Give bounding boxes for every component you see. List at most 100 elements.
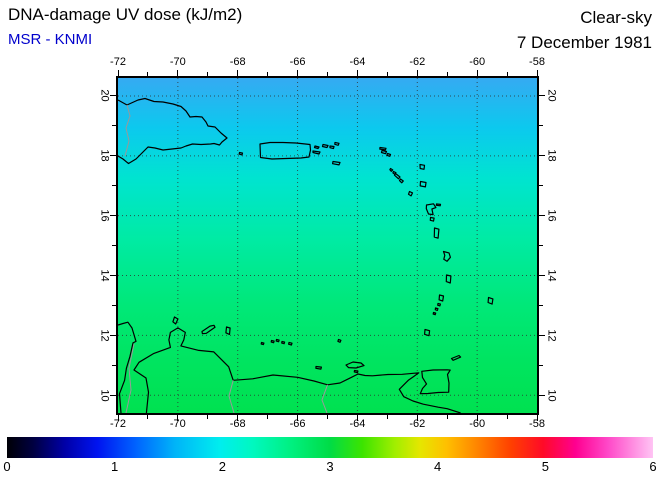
colorbar [7, 437, 653, 458]
minor-tick [506, 72, 508, 76]
major-tick [416, 70, 418, 76]
minor-tick [112, 364, 116, 366]
major-tick [416, 415, 418, 421]
major-tick [476, 415, 478, 421]
lat-tick-label: 20 [98, 89, 111, 103]
minor-tick [207, 415, 209, 419]
uv-dose-field [118, 78, 537, 413]
lat-tick-label: 16 [98, 209, 111, 222]
country-borders [124, 104, 328, 413]
major-tick [536, 415, 538, 421]
lon-tick-label: -62 [409, 418, 426, 430]
colorbar-tick-label: 5 [541, 459, 549, 474]
minor-tick [539, 185, 543, 187]
major-tick [356, 415, 358, 421]
major-tick [237, 415, 239, 421]
minor-tick [539, 364, 543, 366]
minor-tick [112, 125, 116, 127]
minor-tick [386, 415, 388, 419]
major-tick [539, 155, 545, 157]
minor-tick [446, 72, 448, 76]
page-title: DNA-damage UV dose (kJ/m2) [8, 5, 243, 24]
minor-tick [147, 415, 149, 419]
colorbar-tick-label: 6 [649, 459, 657, 474]
minor-tick [539, 304, 543, 306]
major-tick [297, 415, 299, 421]
major-tick [539, 334, 545, 336]
major-tick [110, 215, 116, 217]
major-tick [117, 415, 119, 421]
minor-tick [539, 245, 543, 247]
lat-tick-label: 12 [545, 329, 558, 342]
lon-tick-label: -70 [169, 56, 186, 68]
lon-tick-label: -62 [409, 56, 426, 68]
colorbar-tick-label: 3 [326, 459, 334, 474]
major-tick [539, 95, 545, 97]
major-tick [177, 415, 179, 421]
lat-tick-label: 20 [545, 89, 558, 103]
colorbar-tick-label: 1 [111, 459, 119, 474]
lat-tick-label: 18 [545, 149, 558, 162]
colorbar-tick-label: 0 [3, 459, 11, 474]
lat-tick-label: 10 [545, 389, 558, 402]
major-tick [110, 275, 116, 277]
minor-tick [112, 245, 116, 247]
major-tick [110, 95, 116, 97]
sky-condition-label: Clear-sky [580, 8, 652, 27]
lon-tick-label: -58 [529, 56, 545, 68]
lat-tick-label: 18 [98, 149, 111, 162]
lon-tick-label: -60 [469, 56, 486, 68]
minor-tick [327, 415, 328, 419]
south-america-coastline [118, 321, 461, 413]
major-tick [177, 70, 179, 76]
lat-tick-label: 12 [98, 329, 111, 342]
lon-tick-label: -70 [169, 418, 186, 430]
lon-tick-label: -68 [229, 56, 246, 68]
major-tick [110, 155, 116, 157]
coastline-layer [118, 97, 494, 413]
lon-tick-label: -60 [469, 418, 486, 430]
minor-tick [267, 415, 269, 419]
date-label: 7 December 1981 [516, 33, 652, 52]
lon-tick-label: -64 [349, 418, 366, 430]
lat-tick-label: 16 [545, 209, 558, 222]
major-tick [539, 394, 545, 396]
lon-tick-label: -72 [110, 56, 126, 68]
major-tick [536, 70, 538, 76]
minor-tick [207, 72, 209, 76]
colorbar-tick-label: 4 [434, 459, 442, 474]
lon-tick-label: -66 [289, 418, 306, 430]
lon-tick-label: -64 [349, 56, 366, 68]
hispaniola-coastline [118, 97, 228, 165]
lon-tick-label: -68 [229, 418, 246, 430]
lat-tick-label: 10 [98, 389, 111, 402]
minor-tick [147, 72, 149, 76]
trinidad-coastline [419, 369, 451, 395]
small-islands-coastline [172, 141, 494, 374]
data-source-label: MSR - KNMI [8, 31, 93, 48]
minor-tick [446, 415, 448, 419]
major-tick [237, 70, 239, 76]
major-tick [110, 334, 116, 336]
minor-tick [112, 185, 116, 187]
header-right-block: Clear-sky 7 December 1981 [517, 5, 652, 55]
minor-tick [539, 125, 543, 127]
minor-tick [112, 304, 116, 306]
major-tick [356, 70, 358, 76]
lon-tick-label: -58 [529, 418, 545, 430]
lat-tick-label: 14 [545, 269, 558, 282]
major-tick [476, 70, 478, 76]
puerto-rico-coastline [259, 141, 312, 160]
minor-tick [386, 72, 388, 76]
lat-tick-label: 14 [98, 269, 111, 282]
major-tick [110, 394, 116, 396]
major-tick [539, 275, 545, 277]
colorbar-tick-label: 2 [218, 459, 226, 474]
major-tick [297, 70, 299, 76]
major-tick [539, 215, 545, 217]
lon-tick-label: -66 [289, 56, 306, 68]
minor-tick [267, 72, 269, 76]
lon-tick-label: -72 [110, 418, 126, 430]
minor-tick [506, 415, 508, 419]
